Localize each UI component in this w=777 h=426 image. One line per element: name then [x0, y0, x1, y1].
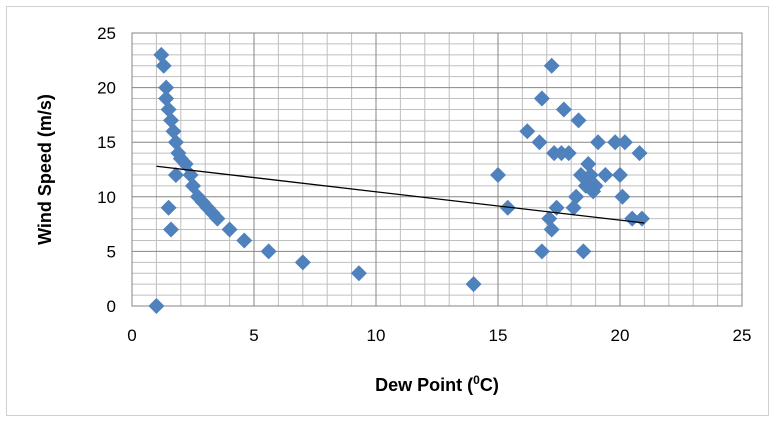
data-point: [590, 134, 607, 151]
data-point: [221, 221, 238, 238]
x-tick-label: 20: [611, 326, 630, 345]
x-axis-title-superscript: 0: [473, 373, 480, 387]
data-point: [543, 57, 560, 74]
data-point: [167, 166, 184, 183]
data-point: [631, 145, 648, 162]
x-axis-title-suffix: C): [480, 375, 499, 395]
x-tick-label: 5: [249, 326, 258, 345]
trendline: [156, 165, 645, 224]
data-point: [555, 101, 572, 118]
data-point: [533, 243, 550, 260]
data-point: [568, 188, 585, 205]
x-tick-label: 25: [733, 326, 752, 345]
data-point: [148, 298, 165, 314]
data-point: [160, 199, 177, 216]
major-gridlines: [131, 32, 743, 307]
data-point: [614, 188, 631, 205]
data-point: [158, 79, 175, 96]
data-point: [543, 221, 560, 238]
data-point: [633, 210, 650, 227]
data-point: [587, 177, 604, 194]
data-point: [260, 243, 277, 260]
y-tick-label: 15: [97, 133, 116, 152]
data-point: [612, 166, 628, 183]
y-tick-label: 0: [107, 297, 116, 316]
y-tick-label: 5: [107, 242, 116, 261]
plot-area-border: [131, 32, 743, 307]
data-point: [153, 46, 170, 63]
data-point: [155, 57, 172, 74]
data-point: [160, 101, 177, 118]
data-point: [490, 166, 506, 183]
data-point: [531, 134, 548, 151]
data-point: [163, 112, 180, 129]
data-point: [570, 112, 587, 129]
y-axis-tick-labels: 0 5 10 15 20 25: [97, 24, 116, 316]
data-point: [158, 90, 175, 107]
data-point: [465, 276, 482, 293]
y-tick-label: 25: [97, 24, 116, 43]
y-tick-label: 10: [97, 188, 116, 207]
data-point: [294, 254, 311, 271]
x-axis-tick-labels: 0 5 10 15 20 25: [127, 326, 751, 345]
data-point: [236, 232, 253, 249]
data-point: [167, 134, 184, 151]
data-point: [565, 199, 582, 216]
y-tick-label: 20: [97, 79, 116, 98]
x-tick-label: 0: [127, 326, 136, 345]
data-points: [148, 46, 650, 314]
data-point: [209, 210, 226, 227]
data-point: [541, 210, 558, 227]
y-axis-title: Wind Speed (m/s): [35, 94, 55, 245]
data-point: [165, 123, 182, 140]
x-axis-title-text: Dew Point (: [375, 375, 473, 395]
data-point: [616, 134, 633, 151]
data-point: [350, 265, 367, 282]
minor-gridlines: [132, 33, 742, 306]
x-tick-label: 15: [489, 326, 508, 345]
x-tick-label: 10: [367, 326, 386, 345]
data-point: [163, 221, 180, 238]
data-point: [580, 156, 597, 173]
data-point: [533, 90, 550, 107]
chart-frame: 0 5 10 15 20 25 0 5 10 15 20 25 Dew Point (0C) Win…: [6, 6, 769, 416]
data-point: [560, 145, 577, 162]
data-point: [519, 123, 536, 140]
data-point: [575, 243, 592, 260]
data-point: [597, 166, 614, 183]
data-point: [607, 134, 624, 151]
x-axis-title: Dew Point (0C): [375, 373, 499, 395]
